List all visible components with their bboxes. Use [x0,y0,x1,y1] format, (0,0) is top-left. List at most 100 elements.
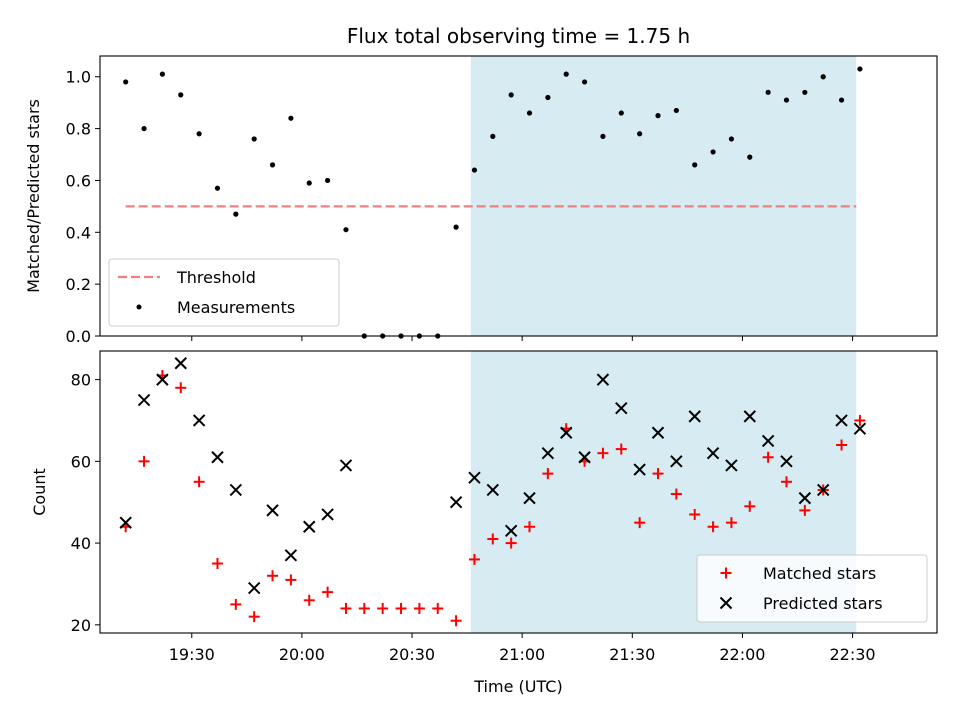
measurement-point [306,180,312,186]
predicted-star-point [615,402,628,415]
predicted-star-point [523,491,536,505]
chart-title: Flux total observing time = 1.75 h [347,24,690,48]
bottom-x-ticks: 19:30 20:00 20:30 21:00 21:30 22:00 22:30 [169,633,876,664]
predicted-star-point [229,483,243,497]
y-tick-label: 80 [71,371,91,390]
y-tick-label: 0.0 [66,327,91,346]
predicted-star-point [706,446,720,460]
predicted-star-point [211,451,224,464]
matched-star-point [450,615,462,627]
top-x-ticks [191,336,854,341]
matched-star-point [854,414,866,426]
y-tick-label: 0.6 [66,171,91,190]
y-tick-label: 40 [71,534,91,553]
predicted-star-point [816,483,830,497]
matched-stars-points [120,370,866,627]
top-panel: 0.0 0.2 0.4 0.6 0.8 1.0 Flux total observing … [24,24,938,346]
bottom-panel: 20 40 60 80 19:30 20:00 20:30 21:00 21:30 22:00 2… [30,350,938,696]
predicted-star-point [688,410,701,423]
measurement-point [233,211,239,217]
matched-star-point [395,602,407,614]
predicted-star-point [725,459,738,472]
measurement-point [325,177,331,184]
matched-star-point [762,451,774,463]
matched-star-point [138,455,150,467]
matched-star-point [542,468,554,480]
y-tick-label: 0.2 [66,275,91,294]
measurement-point [857,66,863,72]
measurement-point [710,149,716,155]
measurement-point [692,162,698,168]
bottom-axes-frame [99,350,938,634]
measurement-point [526,110,533,116]
predicted-star-point [468,471,481,484]
x-axis-label: Time (UTC) [473,677,562,696]
predicted-star-point [119,516,132,529]
matched-star-point [780,476,792,488]
x-tick-label: 21:00 [499,645,545,664]
measurement-point [728,136,735,142]
measurement-point [747,154,753,160]
predicted-star-point [174,357,187,370]
bottom-y-axis-label: Count [30,468,49,516]
matched-star-point [725,517,737,529]
predicted-star-point [303,520,316,533]
measurement-point [802,89,808,95]
predicted-star-point [137,393,151,407]
predicted-star-point [798,491,812,505]
predicted-star-point [578,451,591,464]
bottom-y-ticks: 20 40 60 80 [71,371,100,635]
measurement-point [581,79,588,85]
legend-predicted-marker [719,596,733,610]
predicted-star-point [266,504,279,517]
measurement-point [600,133,606,139]
predicted-star-point [596,373,610,386]
matched-star-point [468,553,480,565]
matched-star-point [432,602,444,614]
legend-measurements-label: Measurements [177,298,295,317]
predicted-star-point [780,455,793,468]
measurement-point [471,167,478,173]
predicted-star-point [339,459,353,472]
bottom-legend-box [696,554,928,623]
legend-matched-marker [720,567,732,579]
predicted-stars-points [119,357,867,595]
predicted-star-point [633,463,646,476]
measurement-point [820,74,826,80]
measurement-point [637,131,643,137]
matched-star-point [634,517,646,529]
predicted-star-point [284,549,298,562]
predicted-star-point [560,426,573,439]
measurement-point [453,224,459,230]
measurement-point [490,133,496,139]
measurement-point [783,97,790,103]
legend-measurements-swatch [136,304,142,310]
matched-star-point [285,574,297,586]
predicted-star-point [192,414,206,427]
predicted-star-point [651,426,665,439]
x-tick-label: 19:30 [169,645,215,664]
matched-star-point [340,602,352,614]
measurement-point [563,71,569,77]
matched-star-point [322,586,334,598]
matched-star-point [744,500,756,512]
shaded-observing-window [470,56,857,336]
x-tick-label: 21:30 [609,645,655,664]
measurement-point [269,162,276,168]
matched-star-point [267,570,279,582]
predicted-star-point [486,483,500,497]
measurement-point [288,115,294,121]
measurement-point [178,92,184,98]
predicted-star-point [743,410,756,423]
legend-threshold-label: Threshold [176,268,256,287]
matched-star-point [836,439,848,451]
measurement-point [141,125,147,132]
measurement-point [508,92,514,98]
matched-star-point [799,504,811,516]
matched-star-point [377,602,389,614]
measurement-point [214,185,221,191]
predicted-star-point [853,422,867,435]
bottom-legend: Matched stars Predicted stars [696,554,928,623]
matched-star-point [670,488,682,500]
